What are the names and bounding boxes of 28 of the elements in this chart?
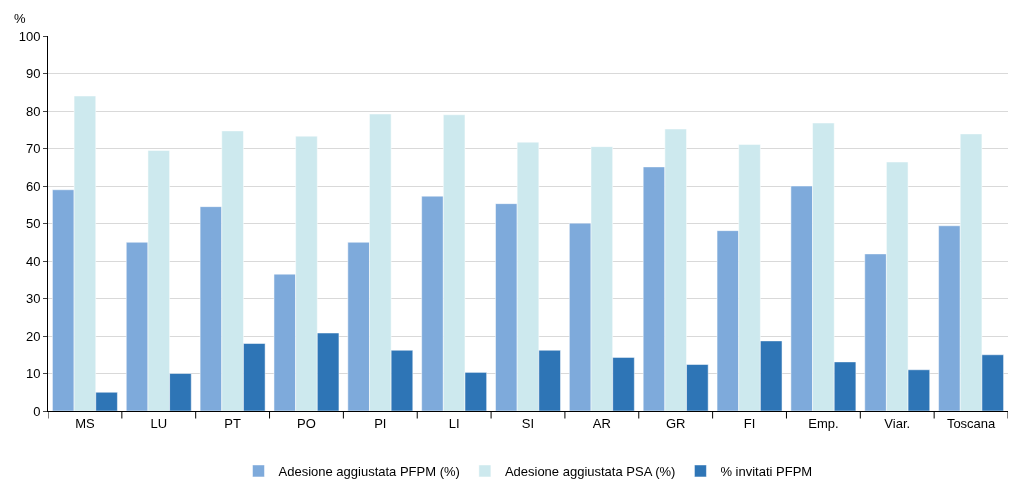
legend-label: Adesione aggiustata PSA (%)	[504, 464, 676, 480]
y-tick-label: 10	[25, 366, 41, 382]
y-axis-title: %	[14, 11, 26, 26]
y-tick-label: 100	[18, 28, 41, 44]
y-tick-label: 70	[25, 141, 41, 157]
legend-label: Adesione aggiustata PFPM (%)	[278, 464, 460, 480]
x-tick-label: SI	[521, 415, 535, 431]
x-tick-label: Viar.	[884, 415, 911, 431]
y-tick-label: 50	[25, 216, 41, 232]
x-tick-label: Toscana	[946, 415, 997, 431]
x-tick-label: GR	[665, 415, 686, 431]
y-tick-label: 90	[25, 66, 41, 82]
x-tick-label: AR	[592, 415, 611, 431]
y-tick-label: 20	[25, 328, 41, 344]
x-tick-label: PI	[374, 415, 387, 431]
x-tick-label: PT	[224, 415, 241, 431]
x-tick-label: Emp.	[808, 415, 839, 431]
y-tick-label: 30	[25, 291, 41, 307]
y-tick-label: 80	[25, 103, 41, 119]
x-tick-label: MS	[75, 415, 95, 431]
x-tick-label: FI	[743, 415, 756, 431]
x-tick-label: PO	[297, 415, 316, 431]
x-tick-label: LU	[150, 415, 168, 431]
y-tick-label: 0	[33, 403, 41, 419]
y-tick-label: 40	[25, 253, 41, 269]
x-tick-label: LI	[448, 415, 460, 431]
legend-label: % invitati PFPM	[720, 464, 813, 480]
y-tick-label: 60	[25, 178, 41, 194]
